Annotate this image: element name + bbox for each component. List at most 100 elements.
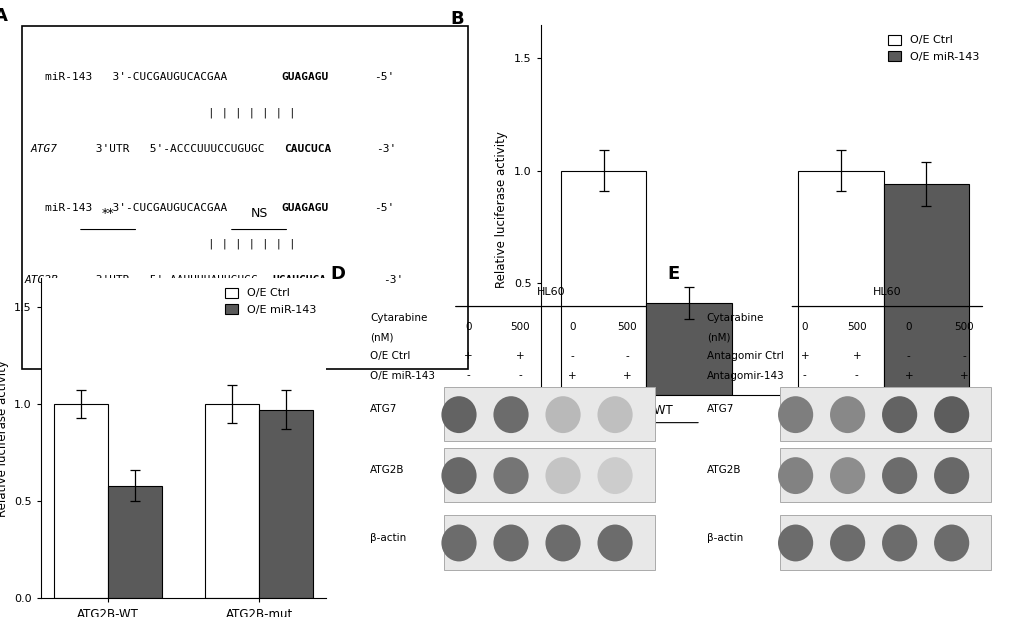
Text: -3': -3' — [383, 275, 403, 286]
Text: | | | | | | |: | | | | | | | — [208, 107, 296, 118]
Text: β-actin: β-actin — [370, 532, 407, 542]
Text: NS: NS — [250, 207, 268, 220]
Text: -: - — [518, 370, 522, 381]
Text: 500: 500 — [510, 322, 530, 333]
Text: ATG7: ATG7 — [706, 404, 734, 414]
Ellipse shape — [597, 457, 632, 494]
Text: 0: 0 — [801, 322, 807, 333]
Ellipse shape — [441, 457, 476, 494]
Ellipse shape — [777, 396, 812, 433]
Ellipse shape — [441, 524, 476, 561]
Text: +: + — [623, 370, 631, 381]
Text: -: - — [625, 351, 629, 362]
Text: β-actin: β-actin — [706, 532, 743, 542]
Ellipse shape — [881, 396, 916, 433]
Text: 3'UTR   5'-AAUUUUAUUGUGC: 3'UTR 5'-AAUUUUAUUGUGC — [89, 275, 257, 286]
FancyBboxPatch shape — [443, 448, 654, 502]
Y-axis label: Relative luciferase activity: Relative luciferase activity — [0, 360, 8, 516]
Text: -3': -3' — [376, 144, 396, 154]
Text: 500: 500 — [616, 322, 637, 333]
Text: D: D — [330, 265, 345, 283]
Ellipse shape — [597, 396, 632, 433]
FancyBboxPatch shape — [780, 448, 990, 502]
Ellipse shape — [777, 524, 812, 561]
Text: miR-143   3'-CUCGAUGUCACGAA: miR-143 3'-CUCGAUGUCACGAA — [45, 72, 227, 81]
FancyBboxPatch shape — [443, 515, 654, 569]
Text: 0: 0 — [569, 322, 575, 333]
Text: O/E Ctrl: O/E Ctrl — [370, 351, 411, 362]
Text: HL60: HL60 — [536, 288, 565, 297]
Bar — [882, 184, 968, 395]
Y-axis label: Relative luciferase activity: Relative luciferase activity — [495, 131, 507, 288]
Text: ATG7: ATG7 — [31, 144, 57, 154]
Text: **: ** — [102, 207, 114, 220]
Text: +: + — [800, 351, 808, 362]
Ellipse shape — [933, 524, 968, 561]
Ellipse shape — [777, 457, 812, 494]
FancyBboxPatch shape — [443, 387, 654, 441]
Text: | | | | | | |: | | | | | | | — [208, 239, 296, 249]
Bar — [798, 170, 882, 395]
Text: 3'UTR   5'-ACCCUUUCCUGUGC: 3'UTR 5'-ACCCUUUCCUGUGC — [89, 144, 264, 154]
Ellipse shape — [881, 457, 916, 494]
Text: HL60: HL60 — [872, 288, 901, 297]
Ellipse shape — [545, 457, 580, 494]
Legend: O/E Ctrl, O/E miR-143: O/E Ctrl, O/E miR-143 — [882, 30, 983, 66]
Ellipse shape — [933, 457, 968, 494]
Ellipse shape — [493, 524, 528, 561]
Text: -: - — [802, 370, 806, 381]
Text: Cytarabine: Cytarabine — [370, 313, 427, 323]
Text: O/E miR-143: O/E miR-143 — [370, 370, 435, 381]
Text: 0: 0 — [465, 322, 471, 333]
Text: Antagomir Ctrl: Antagomir Ctrl — [706, 351, 783, 362]
Text: -5': -5' — [374, 203, 394, 213]
Text: B: B — [450, 10, 464, 28]
Ellipse shape — [441, 396, 476, 433]
Text: -: - — [906, 351, 910, 362]
FancyBboxPatch shape — [780, 515, 990, 569]
Ellipse shape — [881, 524, 916, 561]
Text: +: + — [904, 370, 912, 381]
Ellipse shape — [545, 524, 580, 561]
Bar — [205, 404, 259, 598]
Text: ATG7: ATG7 — [370, 404, 397, 414]
Text: ATG2B: ATG2B — [706, 465, 741, 475]
Text: +: + — [516, 351, 524, 362]
FancyBboxPatch shape — [21, 26, 468, 369]
Text: GUAGAGU: GUAGAGU — [281, 203, 328, 213]
Text: -5': -5' — [374, 72, 394, 81]
Ellipse shape — [493, 396, 528, 433]
Text: +: + — [464, 351, 472, 362]
Text: GUAGAGU: GUAGAGU — [281, 72, 328, 81]
Ellipse shape — [493, 457, 528, 494]
Text: +: + — [568, 370, 576, 381]
Text: 500: 500 — [846, 322, 866, 333]
Ellipse shape — [829, 396, 864, 433]
Ellipse shape — [829, 524, 864, 561]
Legend: O/E Ctrl, O/E miR-143: O/E Ctrl, O/E miR-143 — [220, 283, 321, 319]
Text: E: E — [666, 265, 679, 283]
Text: -: - — [854, 370, 858, 381]
Text: 0: 0 — [905, 322, 911, 333]
Text: miR-143   3'-CUCGAUGUCACGAA: miR-143 3'-CUCGAUGUCACGAA — [45, 203, 227, 213]
Bar — [646, 303, 731, 395]
Ellipse shape — [829, 457, 864, 494]
Text: CAUCUCA: CAUCUCA — [284, 144, 331, 154]
Text: Cytarabine: Cytarabine — [706, 313, 763, 323]
Ellipse shape — [545, 396, 580, 433]
Text: -: - — [466, 370, 470, 381]
Bar — [259, 410, 313, 598]
Text: +: + — [852, 351, 860, 362]
Text: ATG2B: ATG2B — [24, 275, 58, 286]
Text: UCAUCUCA: UCAUCUCA — [272, 275, 326, 286]
Text: +: + — [959, 370, 967, 381]
Ellipse shape — [933, 396, 968, 433]
Bar — [54, 404, 108, 598]
Text: 500: 500 — [953, 322, 973, 333]
Text: -: - — [961, 351, 965, 362]
Text: -: - — [570, 351, 574, 362]
FancyBboxPatch shape — [780, 387, 990, 441]
Bar — [108, 486, 162, 598]
Text: (nM): (nM) — [370, 332, 393, 342]
Text: (nM): (nM) — [706, 332, 730, 342]
